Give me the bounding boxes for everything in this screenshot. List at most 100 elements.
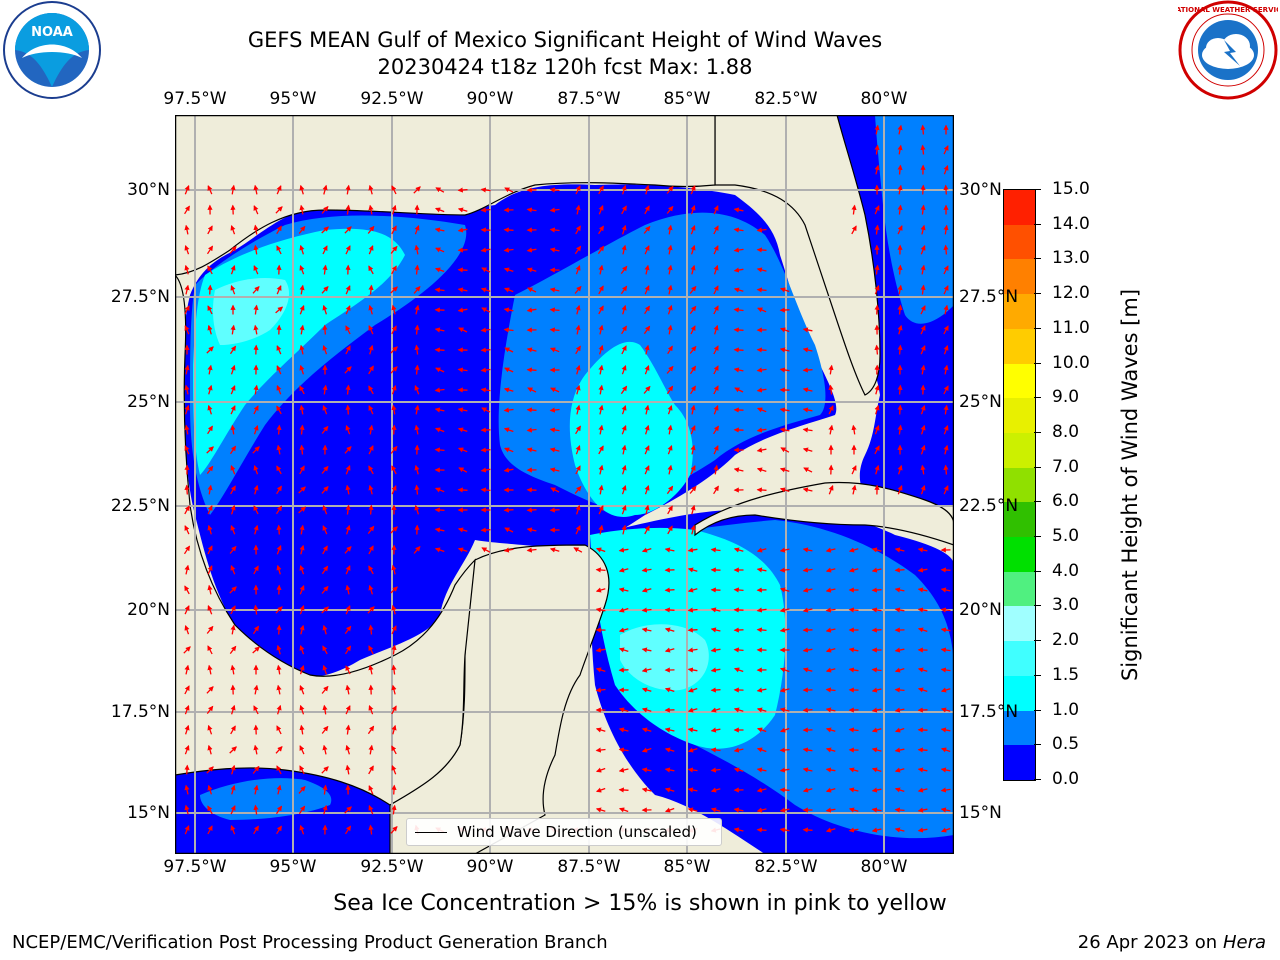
wind-arrow	[206, 625, 214, 634]
wind-arrow	[414, 484, 420, 495]
colorbar-segment	[1004, 328, 1035, 365]
map-legend: Wind Wave Direction (unscaled)	[406, 818, 722, 846]
wind-arrow	[207, 664, 213, 675]
wind-arrow	[621, 424, 627, 435]
wind-arrow	[206, 686, 214, 694]
wind-arrow	[253, 505, 259, 515]
wind-arrow	[756, 367, 767, 373]
wind-arrow	[184, 685, 190, 695]
colorbar-segment	[1004, 710, 1035, 746]
wind-arrow	[345, 184, 351, 195]
wind-arrow	[710, 807, 721, 813]
wind-arrow	[344, 645, 352, 655]
wind-arrow	[276, 704, 282, 715]
wind-arrow	[802, 407, 813, 413]
wind-arrow	[414, 324, 420, 335]
wind-arrow	[322, 404, 328, 415]
wind-arrow	[526, 507, 537, 513]
wind-arrow	[368, 245, 374, 255]
wind-arrow	[779, 287, 790, 293]
wind-arrow	[920, 224, 926, 235]
wind-arrow	[184, 585, 190, 595]
wind-arrow	[253, 205, 259, 215]
wind-arrow	[894, 807, 905, 813]
map-subtitle: 20230424 t18z 120h fcst Max: 1.88	[377, 55, 753, 79]
wind-arrow	[184, 525, 190, 535]
wind-arrow	[618, 807, 629, 813]
wind-arrow	[184, 704, 190, 715]
wind-arrow	[480, 527, 491, 533]
wind-arrow	[322, 324, 328, 335]
wind-arrow	[667, 404, 673, 415]
wind-arrow	[871, 727, 882, 733]
wind-arrow	[874, 264, 880, 275]
wind-arrow	[184, 804, 190, 815]
wind-arrow	[480, 187, 491, 193]
wind-arrow	[229, 545, 237, 554]
wind-arrow	[575, 225, 581, 235]
wind-arrow	[480, 447, 491, 453]
wind-arrow	[710, 707, 721, 713]
wind-arrow	[687, 767, 698, 773]
wind-arrow	[230, 764, 236, 775]
wind-arrow	[802, 587, 813, 593]
wind-arrow	[825, 647, 836, 653]
wind-arrow	[848, 607, 859, 613]
wind-arrow	[480, 287, 491, 293]
wind-arrow	[733, 207, 744, 213]
wind-arrow	[276, 544, 282, 555]
wind-arrow	[322, 525, 328, 535]
sea-ice-note: Sea Ice Concentration > 15% is shown in …	[333, 891, 947, 916]
wind-arrow	[598, 204, 604, 215]
wind-arrow	[322, 184, 328, 195]
wind-arrow	[368, 545, 374, 555]
wind-arrow	[641, 767, 652, 773]
wind-arrow	[621, 345, 627, 355]
wind-arrow	[825, 567, 836, 573]
noaa-logo: NOAA	[3, 1, 101, 99]
wind-arrow	[779, 347, 790, 353]
wind-arrow	[598, 185, 604, 195]
wind-arrow	[368, 664, 374, 675]
lon-label-top: 97.5°W	[163, 89, 227, 109]
lon-label-top: 87.5°W	[557, 89, 621, 109]
colorbar-segment	[1004, 606, 1035, 642]
wind-arrow	[802, 667, 813, 673]
wind-arrow	[391, 304, 397, 315]
wind-arrow	[253, 324, 259, 335]
wind-arrow	[550, 487, 560, 493]
wind-arrow	[897, 184, 903, 195]
wind-arrow	[414, 424, 420, 435]
wind-arrow	[391, 564, 397, 575]
wind-arrow	[503, 267, 514, 273]
wind-arrow	[779, 667, 790, 673]
wind-arrow	[667, 505, 673, 515]
wind-arrow	[641, 607, 652, 613]
wind-arrow	[690, 524, 696, 535]
wind-arrow	[184, 205, 190, 215]
wind-arrow	[184, 404, 190, 415]
wind-arrow	[943, 464, 949, 475]
wind-arrow	[756, 547, 767, 553]
wind-arrow	[874, 284, 880, 295]
lat-label-right: 17.5°N	[959, 702, 1019, 722]
colorbar-tick-mark	[1034, 536, 1041, 538]
wind-arrow	[690, 185, 696, 195]
wind-arrow	[434, 267, 445, 273]
wind-arrow	[321, 685, 329, 694]
wind-arrow	[322, 384, 328, 395]
wind-arrow	[802, 707, 813, 713]
wind-arrow	[299, 465, 305, 475]
wind-arrow	[207, 805, 213, 815]
wind-arrow	[780, 447, 790, 453]
wind-arrow	[641, 567, 652, 573]
colorbar-tick-label: 5.0	[1052, 526, 1080, 547]
wind-arrow	[367, 525, 375, 534]
wind-arrow	[871, 707, 882, 713]
wind-arrow	[435, 247, 445, 253]
wind-arrow	[621, 504, 627, 515]
wind-arrow	[298, 225, 306, 234]
wind-arrow	[825, 707, 836, 713]
wind-arrow	[917, 667, 928, 673]
wind-arrow	[644, 445, 650, 455]
